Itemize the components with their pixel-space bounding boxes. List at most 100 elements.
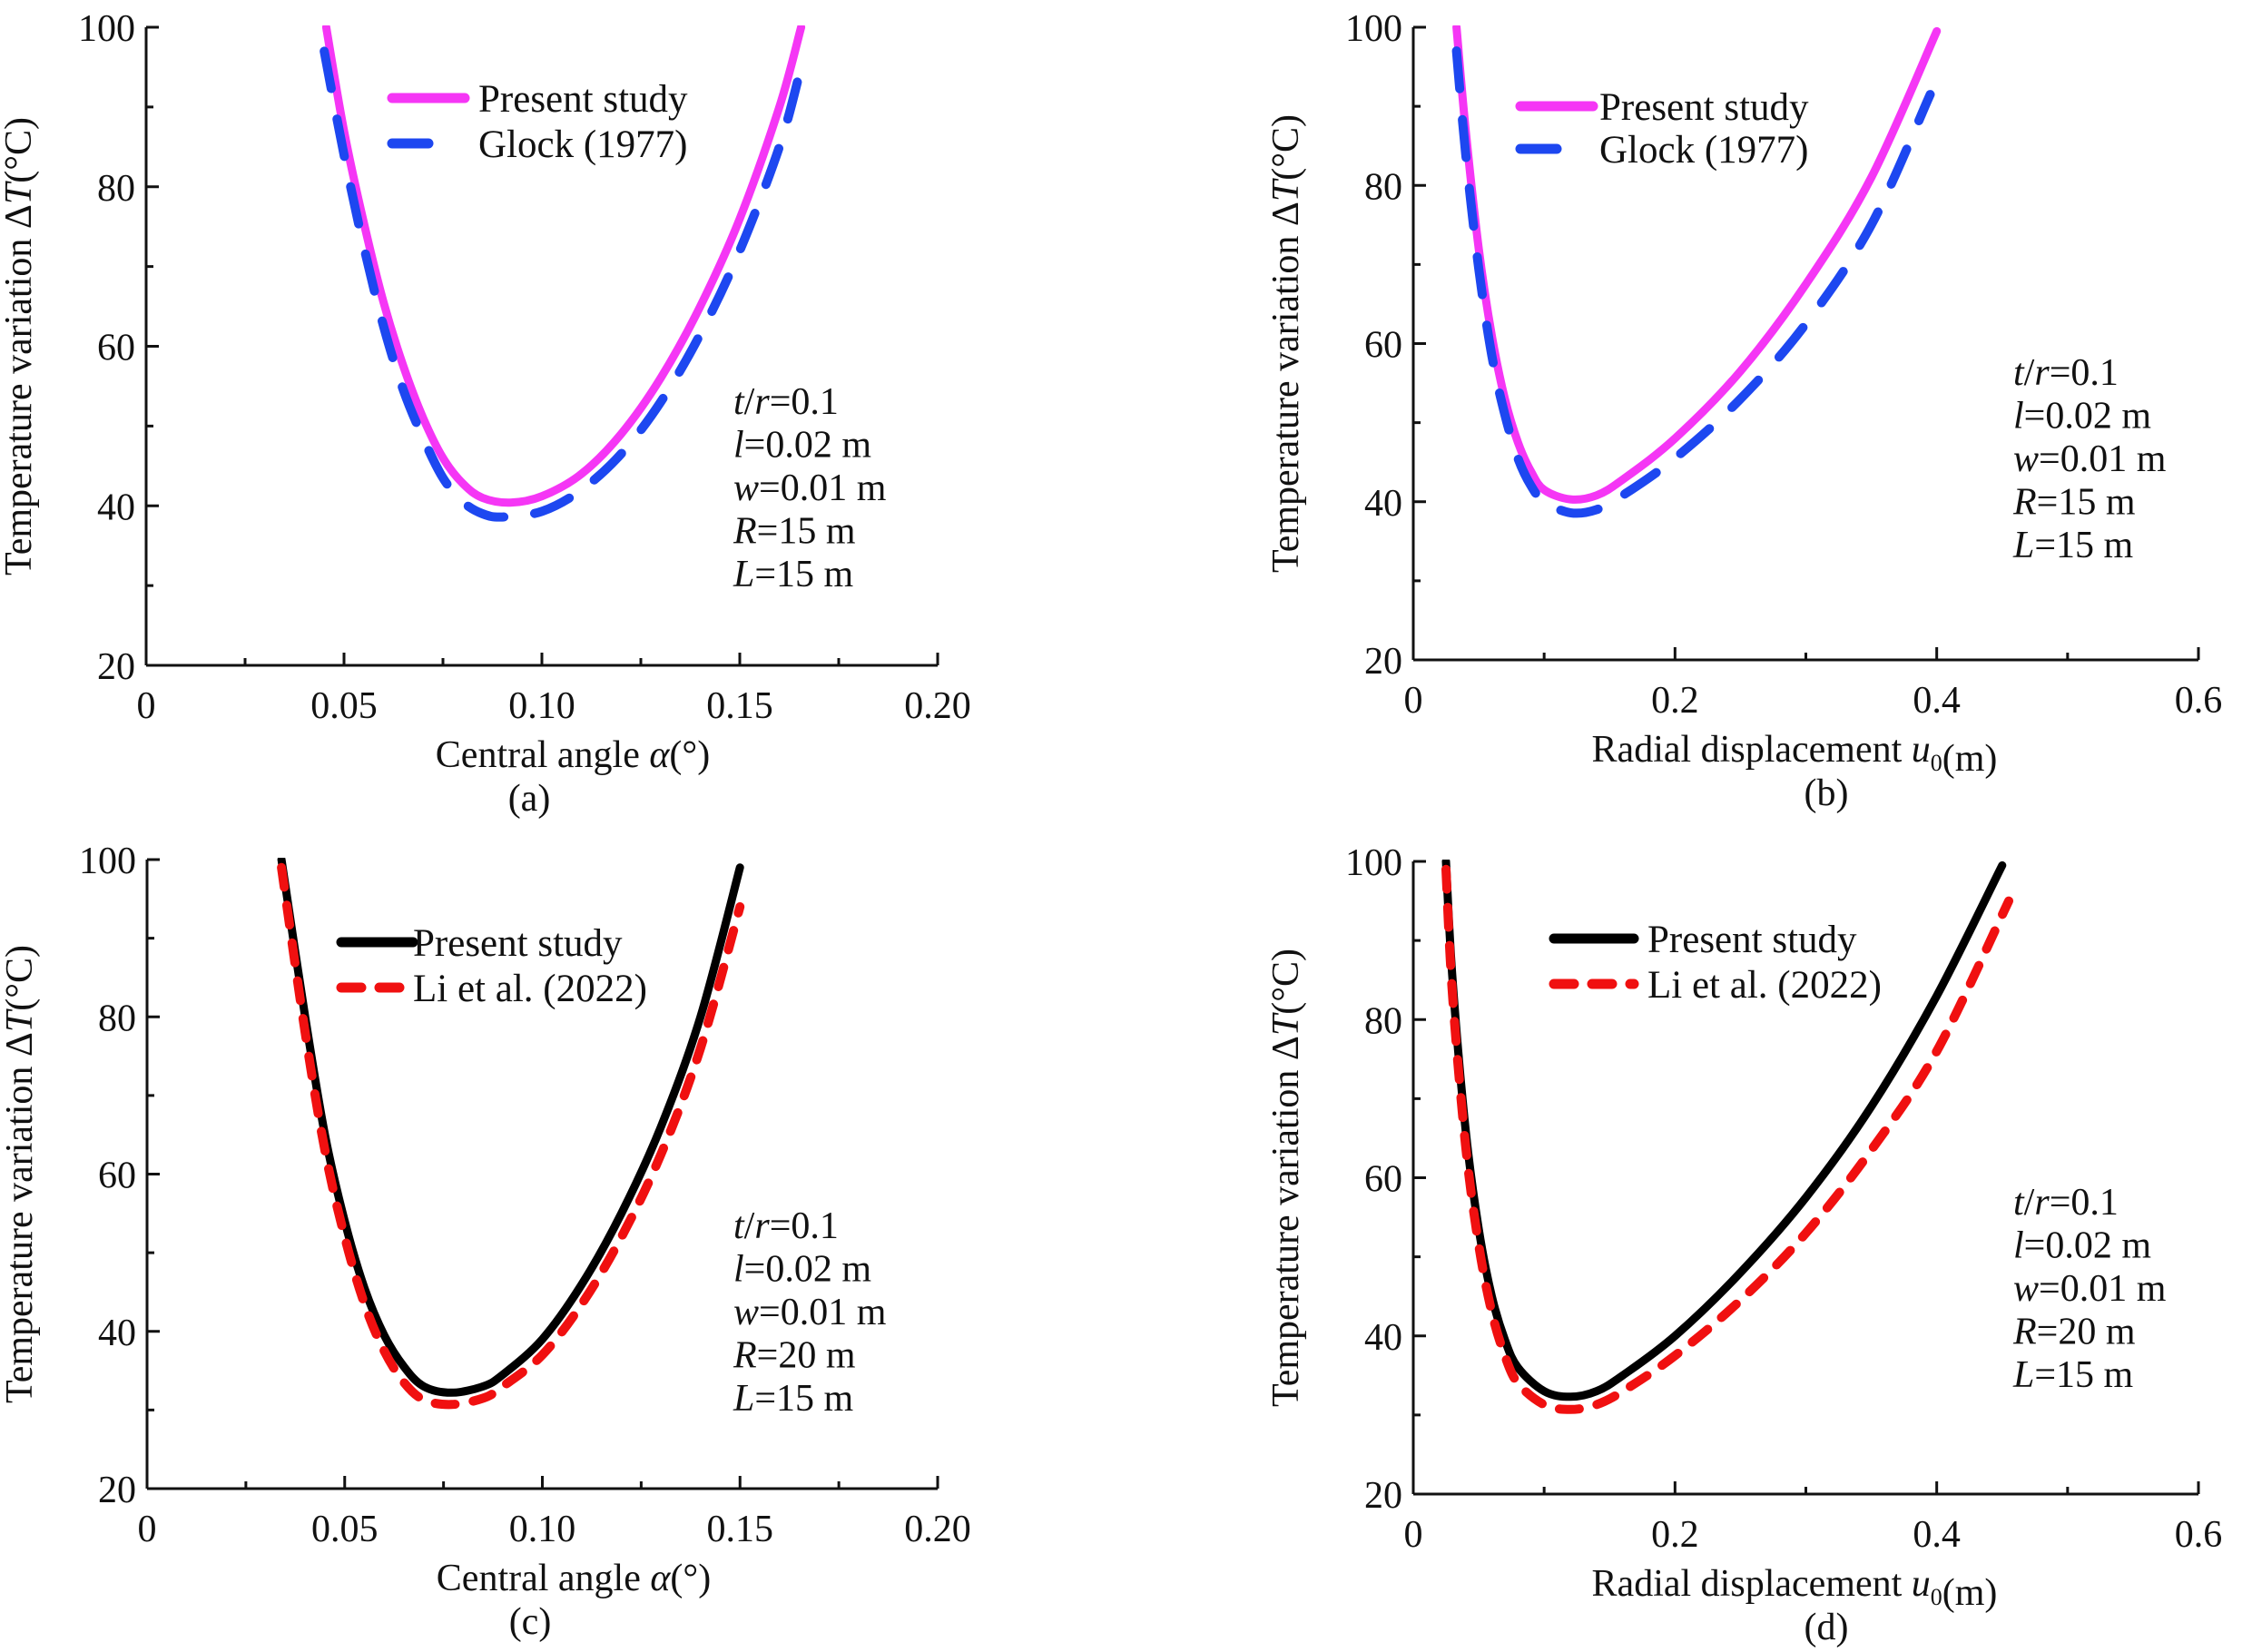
text-part: =15 m (754, 1378, 853, 1420)
y-tick-label: 60 (97, 328, 135, 369)
text-part: L (2012, 525, 2034, 566)
x-tick-label: 0.2 (1651, 1514, 1699, 1556)
text-part: t (2013, 352, 2025, 394)
text-part: =0.01 m (2039, 438, 2167, 480)
y-axis-label: Temperature variation ΔT(°C) (0, 945, 41, 1403)
text-part: =0.02 m (2024, 1225, 2152, 1267)
series-line-li-et-al-2022 (277, 862, 745, 1410)
series-line-glock-1977 (1451, 46, 1935, 518)
y-axis-label: Temperature variation ΔT(°C) (1265, 114, 1307, 573)
text-part: (°C) (0, 117, 40, 183)
text-part: l (2013, 1225, 2024, 1267)
text-part: R (2012, 1312, 2037, 1353)
text-part: / (744, 1205, 755, 1247)
series-line-glock-1977 (320, 46, 806, 522)
text-part: 0 (1931, 1584, 1942, 1610)
y-tick-label: 20 (97, 646, 135, 688)
x-axis-label: Radial displacement u0(m) (1592, 729, 1998, 780)
x-tick-label: 0.10 (508, 685, 575, 727)
text-part: =20 m (2037, 1312, 2136, 1353)
y-tick-label: 60 (98, 1155, 136, 1197)
text-part: (°C) (0, 945, 41, 1011)
parameter-annotation: t/r=0.1l=0.02 mw=0.01 mR=15 mL=15 m (2012, 352, 2167, 566)
x-tick-label: 0.4 (1913, 1514, 1961, 1556)
x-axis-label: Radial displacement u0(m) (1592, 1563, 1998, 1614)
text-part: Temperature variation Δ (0, 1032, 41, 1403)
annotation-line: w=0.01 m (733, 467, 887, 509)
annotation-line: l=0.02 m (2013, 396, 2151, 438)
text-part: Radial displacement (1592, 729, 1912, 771)
text-part: =0.1 (2050, 352, 2119, 394)
y-tick-label: 80 (98, 998, 136, 1039)
text-part: 0 (1931, 750, 1942, 776)
annotation-line: w=0.01 m (733, 1292, 887, 1333)
text-part: =0.1 (2050, 1182, 2119, 1224)
text-part: =0.02 m (744, 425, 872, 467)
text-part: Temperature variation Δ (1265, 202, 1307, 573)
parameter-annotation: t/r=0.1l=0.02 mw=0.01 mR=15 mL=15 m (733, 381, 887, 595)
text-part: α (650, 1558, 671, 1599)
annotation-line: w=0.01 m (2013, 438, 2167, 480)
text-part: r (2034, 1182, 2050, 1224)
x-tick-label: 0.2 (1651, 680, 1699, 722)
text-part: (m) (1942, 738, 1998, 780)
chart-panel-a: 20 40 60 80 100 0 0.05 0.10 0.15 0.20 Central angl… (0, 8, 971, 820)
annotation-line: R=15 m (733, 511, 856, 553)
x-tick-label: 0.6 (2175, 1514, 2223, 1556)
text-part: u (1912, 1563, 1931, 1605)
x-axis-label: Central angle α(°) (437, 1558, 711, 1599)
x-tick-label: 0 (1404, 680, 1423, 722)
chart-panel-b: 20 40 60 80 100 0 0.2 0.4 0.6 Radial displacement… (1265, 8, 2222, 814)
text-part: Temperature variation Δ (0, 204, 40, 575)
text-part: α (649, 734, 670, 776)
text-part: (°) (669, 734, 710, 776)
text-part: / (2024, 352, 2035, 394)
y-tick-label: 60 (1364, 325, 1402, 367)
text-part: L (733, 554, 754, 595)
x-axis-label: Central angle α(°) (436, 734, 710, 776)
legend-label: Glock (1977) (1599, 129, 1808, 172)
y-tick-label: 80 (97, 168, 135, 210)
y-tick-label: 80 (1364, 1000, 1402, 1042)
series-line-li-et-al-2022 (1441, 864, 2013, 1414)
y-tick-label: 100 (78, 8, 135, 50)
text-part: Central angle (436, 734, 650, 776)
annotation-line: L=15 m (2012, 1354, 2134, 1396)
text-part: u (1912, 729, 1931, 771)
text-part: =0.02 m (2024, 396, 2152, 438)
x-tick-label: 0.15 (707, 1509, 774, 1550)
panel-label: (c) (509, 1601, 552, 1643)
legend-label: Glock (1977) (478, 123, 687, 166)
chart-panel-c: 20 40 60 80 100 0 0.05 0.10 0.15 0.20 Central angl… (0, 841, 971, 1643)
annotation-line: l=0.02 m (733, 425, 871, 467)
panel-label: (a) (508, 778, 551, 820)
x-tick-label: 0.4 (1913, 680, 1961, 722)
text-part: l (733, 1249, 744, 1291)
text-part: t (733, 1205, 745, 1247)
text-part: r (2034, 352, 2050, 394)
annotation-line: l=0.02 m (733, 1249, 871, 1291)
annotation-line: w=0.01 m (2013, 1268, 2167, 1310)
text-part: =0.01 m (759, 467, 887, 509)
text-part: =20 m (757, 1335, 856, 1377)
text-part: R (2012, 482, 2037, 524)
legend-label: Li et al. (2022) (413, 968, 647, 1010)
x-tick-label: 0 (1404, 1514, 1423, 1556)
text-part: w (733, 467, 759, 509)
x-tick-label: 0.15 (706, 685, 773, 727)
series-line-present-study (321, 25, 806, 507)
text-part: T (0, 1008, 41, 1032)
text-part: t (2013, 1182, 2025, 1224)
x-tick-label: 0.20 (904, 685, 971, 727)
parameter-annotation: t/r=0.1l=0.02 mw=0.01 mR=20 mL=15 m (733, 1205, 887, 1420)
text-part: =15 m (2037, 482, 2136, 524)
legend-label: Present study (413, 922, 623, 965)
text-part: T (1265, 178, 1307, 202)
parameter-annotation: t/r=0.1l=0.02 mw=0.01 mR=20 mL=15 m (2012, 1182, 2167, 1396)
annotation-line: t/r=0.1 (733, 381, 839, 423)
text-part: t (733, 381, 745, 423)
